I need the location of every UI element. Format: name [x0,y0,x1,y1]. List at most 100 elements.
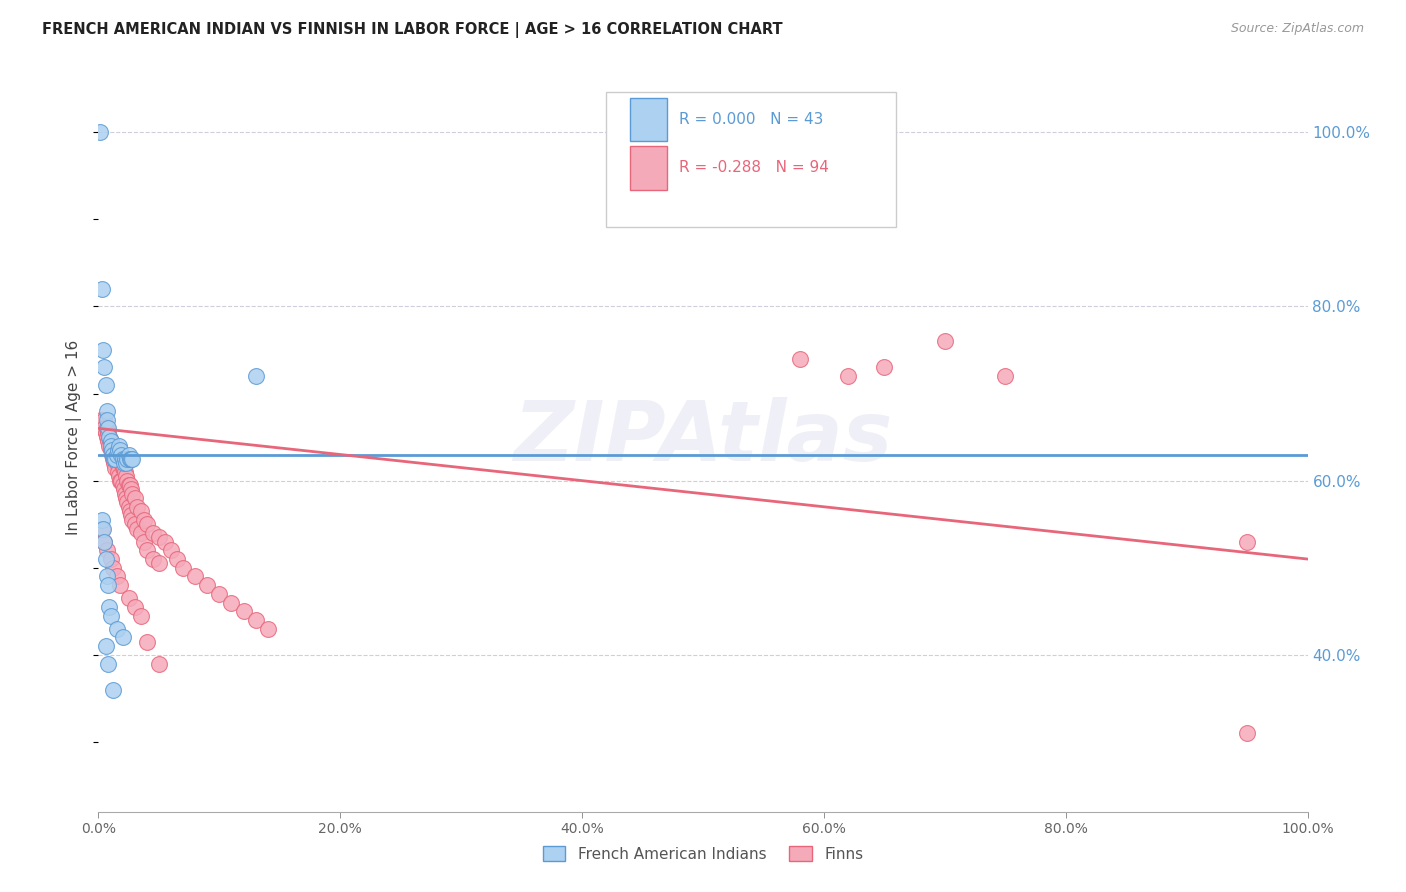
Point [93,534,115,549]
Point [108,469,131,483]
Point [117,451,139,466]
Point [195,578,218,592]
Point [148,530,170,544]
Point [153,534,176,549]
Point [104,451,127,466]
Point [108,578,131,592]
Point [160,543,183,558]
Point [98,430,121,444]
Point [105,443,128,458]
Point [134,513,156,527]
Point [104,448,127,462]
Y-axis label: In Labor Force | Age > 16: In Labor Force | Age > 16 [66,340,83,534]
Point [108,451,131,466]
Point [124,599,146,614]
Point [96,569,118,583]
Point [166,552,188,566]
Point [101,439,124,453]
Point [115,469,138,483]
Point [112,460,135,475]
Point [94,425,117,440]
Point [121,513,143,527]
Point [94,639,117,653]
Point [94,377,117,392]
Point [112,456,135,470]
Point [172,561,194,575]
Point [115,491,138,505]
Point [115,456,138,470]
Text: FRENCH AMERICAN INDIAN VS FINNISH IN LABOR FORCE | AGE > 16 CORRELATION CHART: FRENCH AMERICAN INDIAN VS FINNISH IN LAB… [42,22,783,38]
Point [111,478,134,492]
Point [114,465,136,479]
Point [93,534,115,549]
Point [91,343,114,357]
Point [91,421,114,435]
Point [100,434,122,449]
Point [104,460,127,475]
Point [100,443,122,458]
Point [127,500,149,514]
Point [135,543,157,558]
Point [148,557,170,571]
Point [232,604,254,618]
Point [107,465,129,479]
Point [101,448,124,462]
Point [135,635,157,649]
Point [100,434,122,449]
Point [873,360,896,375]
Point [93,360,115,375]
Point [96,430,118,444]
Point [114,486,136,500]
Point [103,451,125,466]
Point [91,522,114,536]
Point [100,448,122,462]
Point [100,552,122,566]
Point [118,478,141,492]
Point [108,443,131,458]
Point [97,578,120,592]
Point [118,591,141,606]
Point [120,451,142,466]
Point [101,682,124,697]
Point [91,282,114,296]
Point [121,486,143,500]
Point [96,412,118,426]
Point [111,460,134,475]
Point [96,404,118,418]
Legend: French American Indians, Finns: French American Indians, Finns [537,839,869,868]
Point [118,451,141,466]
Point [110,474,132,488]
Point [93,421,115,435]
Point [97,425,120,440]
Point [256,622,278,636]
Point [124,517,146,532]
Point [117,474,139,488]
FancyBboxPatch shape [606,93,897,227]
Point [1236,534,1258,549]
Point [105,622,128,636]
Text: ZIPAtlas: ZIPAtlas [513,397,893,477]
Point [107,448,129,462]
FancyBboxPatch shape [630,97,666,141]
Point [129,525,152,540]
FancyBboxPatch shape [630,146,666,190]
Point [108,439,131,453]
Text: R = -0.288   N = 94: R = -0.288 N = 94 [679,160,828,175]
Point [129,608,152,623]
Point [91,522,114,536]
Text: Source: ZipAtlas.com: Source: ZipAtlas.com [1230,22,1364,36]
Point [120,483,142,497]
Point [98,430,121,444]
Point [184,569,207,583]
Point [110,456,132,470]
Point [105,569,128,583]
Point [1236,726,1258,740]
Point [89,125,111,139]
Point [107,443,129,458]
Point [103,456,125,470]
Point [127,522,149,536]
Text: R = 0.000   N = 43: R = 0.000 N = 43 [679,112,823,127]
Point [108,451,131,466]
Point [221,596,243,610]
Point [91,513,114,527]
